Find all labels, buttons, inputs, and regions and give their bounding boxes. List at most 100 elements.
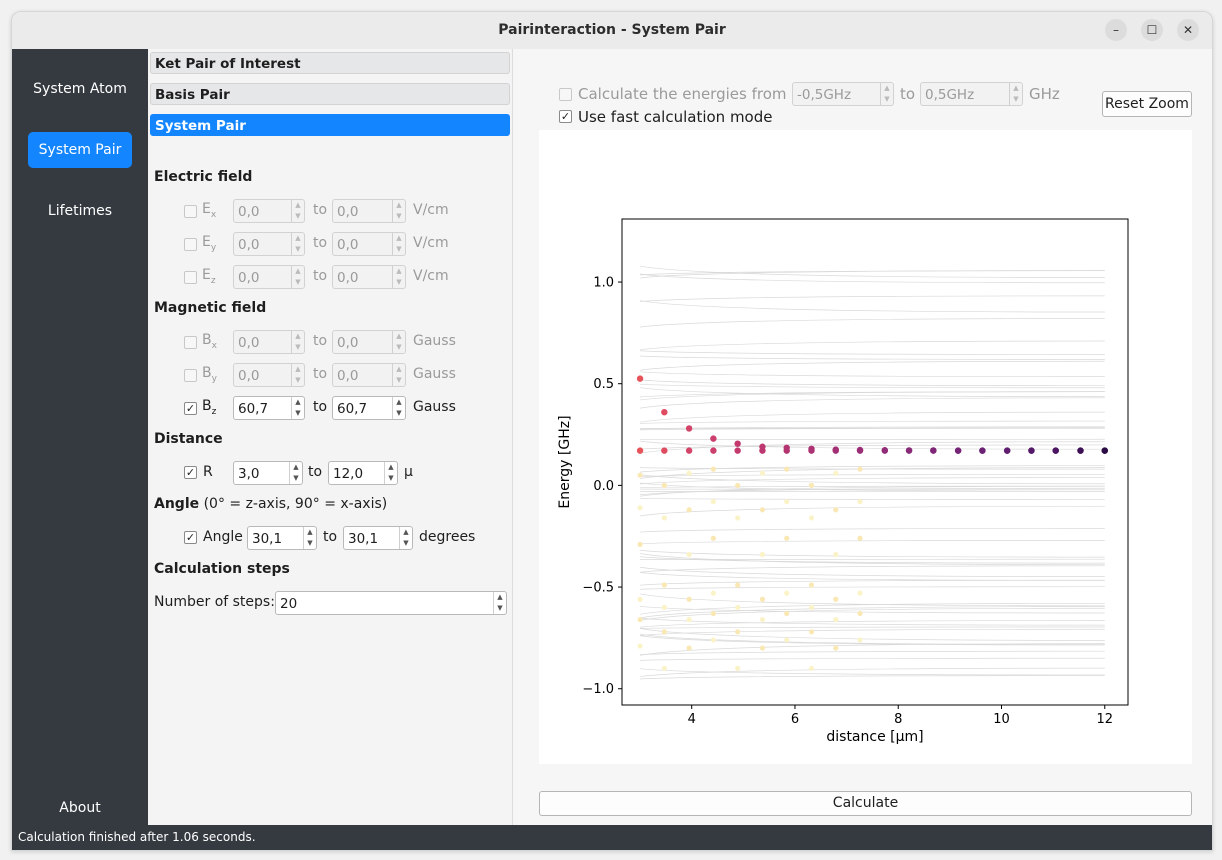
unit-label: V/cm bbox=[413, 268, 449, 284]
faint-point bbox=[710, 610, 716, 617]
title-bar: Pairinteraction - System Pair – ☐ ✕ bbox=[12, 12, 1212, 50]
faint-point bbox=[833, 596, 839, 602]
faint-point bbox=[661, 665, 667, 671]
bz-from-spinbox[interactable]: 60,7 ▲ ▼ bbox=[233, 396, 305, 420]
steps-spinbox[interactable]: 20 ▲ ▼ bbox=[275, 591, 507, 615]
data-point bbox=[734, 440, 741, 447]
energies-to-spinbox[interactable]: 0,5GHz ▲ ▼ bbox=[920, 82, 1023, 106]
faint-point bbox=[857, 499, 863, 505]
ey-checkbox[interactable] bbox=[184, 238, 197, 251]
plot-panel: Calculate the energies from -0,5GHz ▲ ▼ to… bbox=[513, 49, 1212, 825]
x-tick-label: 4 bbox=[688, 712, 696, 727]
to-label: to bbox=[313, 268, 328, 284]
faint-point bbox=[686, 507, 692, 513]
by-to-spinbox[interactable]: 0,0 ▲ ▼ bbox=[332, 363, 406, 387]
ex-from-spinbox[interactable]: 0,0 ▲ ▼ bbox=[233, 199, 305, 223]
sidebar-item-about[interactable]: About bbox=[59, 800, 101, 816]
distance-to-spinbox[interactable]: 12,0 ▲ ▼ bbox=[328, 461, 398, 485]
background-line bbox=[640, 540, 1105, 545]
distance-checkbox[interactable]: ✓ bbox=[184, 466, 197, 479]
bz-label: Bz bbox=[202, 398, 217, 417]
faint-point bbox=[833, 507, 839, 513]
x-tick-label: 10 bbox=[993, 712, 1010, 727]
faint-point bbox=[759, 551, 766, 558]
ez-to-spinbox[interactable]: 0,0 ▲ ▼ bbox=[332, 265, 406, 289]
electric-field-heading: Electric field bbox=[154, 169, 253, 185]
by-checkbox[interactable] bbox=[184, 369, 197, 382]
plot-canvas[interactable]: 4 6 8 10 12 −1.0 −0.5 0.0 0.5 1.0 distance [μm] Ene… bbox=[539, 130, 1192, 764]
app-window: Pairinteraction - System Pair – ☐ ✕ Syst… bbox=[11, 11, 1213, 851]
section-system-pair[interactable]: System Pair bbox=[150, 114, 510, 136]
angle-checkbox[interactable]: ✓ bbox=[184, 531, 197, 544]
ey-to-spinbox[interactable]: 0,0 ▲ ▼ bbox=[332, 232, 406, 256]
background-line bbox=[640, 355, 1105, 360]
faint-point bbox=[808, 665, 815, 671]
section-ket-pair[interactable]: Ket Pair of Interest bbox=[150, 52, 510, 74]
faint-point bbox=[735, 515, 741, 521]
background-line bbox=[640, 553, 1105, 566]
by-from-spinbox[interactable]: 0,0 ▲ ▼ bbox=[233, 363, 305, 387]
data-point bbox=[979, 447, 986, 454]
close-icon[interactable]: ✕ bbox=[1177, 19, 1199, 41]
ez-from-spinbox[interactable]: 0,0 ▲ ▼ bbox=[233, 265, 305, 289]
to-label: to bbox=[308, 464, 323, 480]
unit-label: Gauss bbox=[413, 366, 456, 382]
angle-from-spinbox[interactable]: 30,1 ▲ ▼ bbox=[247, 526, 317, 550]
background-line bbox=[640, 643, 1105, 656]
angle-to-spinbox[interactable]: 30,1 ▲ ▼ bbox=[343, 526, 413, 550]
bx-checkbox[interactable] bbox=[184, 336, 197, 349]
background-line bbox=[640, 497, 1105, 500]
faint-point bbox=[784, 610, 790, 617]
faint-point bbox=[637, 643, 643, 649]
flat-point bbox=[661, 447, 668, 454]
faint-point bbox=[808, 582, 815, 588]
faint-point bbox=[661, 482, 667, 488]
distance-from-spinbox[interactable]: 3,0 ▲ ▼ bbox=[233, 461, 303, 485]
faint-point bbox=[637, 616, 643, 623]
data-point bbox=[685, 425, 693, 432]
maximize-icon[interactable]: ☐ bbox=[1141, 19, 1163, 41]
data-point bbox=[1028, 447, 1035, 454]
energies-range-checkbox[interactable] bbox=[559, 88, 572, 101]
background-line bbox=[640, 360, 1105, 371]
ey-label: Ey bbox=[202, 234, 217, 253]
ez-checkbox[interactable] bbox=[184, 271, 197, 284]
faint-point bbox=[784, 499, 790, 505]
faint-point bbox=[637, 505, 643, 511]
settings-panel: Ket Pair of Interest Basis Pair System P… bbox=[148, 49, 513, 825]
faint-point bbox=[710, 466, 716, 472]
background-line bbox=[640, 318, 1105, 328]
window-title: Pairinteraction - System Pair bbox=[498, 22, 726, 38]
background-line bbox=[640, 565, 1105, 573]
minimize-icon[interactable]: – bbox=[1105, 19, 1127, 41]
angle-heading: Angle (0° = z-axis, 90° = x-axis) bbox=[154, 496, 388, 512]
background-line bbox=[640, 270, 1105, 276]
section-basis-pair[interactable]: Basis Pair bbox=[150, 83, 510, 105]
sidebar-item-system-pair[interactable]: System Pair bbox=[28, 132, 132, 168]
faint-point bbox=[710, 499, 716, 505]
background-line bbox=[640, 300, 1105, 313]
sidebar-item-lifetimes[interactable]: Lifetimes bbox=[47, 203, 113, 219]
ey-from-spinbox[interactable]: 0,0 ▲ ▼ bbox=[233, 232, 305, 256]
calculate-button[interactable]: Calculate bbox=[539, 791, 1192, 816]
x-tick-label: 12 bbox=[1096, 712, 1113, 727]
background-line bbox=[640, 606, 1105, 619]
sidebar-item-system-atom[interactable]: System Atom bbox=[33, 81, 127, 97]
faint-point bbox=[686, 470, 692, 476]
bx-from-spinbox[interactable]: 0,0 ▲ ▼ bbox=[233, 330, 305, 354]
background-line bbox=[640, 549, 1105, 558]
background-line bbox=[640, 617, 1105, 626]
bz-to-spinbox[interactable]: 60,7 ▲ ▼ bbox=[332, 396, 406, 420]
to-label: to bbox=[313, 235, 328, 251]
bz-checkbox[interactable]: ✓ bbox=[184, 402, 197, 415]
unit-label: V/cm bbox=[413, 235, 449, 251]
flat-point bbox=[636, 447, 644, 454]
background-line bbox=[640, 391, 1105, 398]
energies-from-spinbox[interactable]: -0,5GHz ▲ ▼ bbox=[792, 82, 894, 106]
faint-point bbox=[661, 515, 667, 521]
bx-to-spinbox[interactable]: 0,0 ▲ ▼ bbox=[332, 330, 406, 354]
reset-zoom-button[interactable]: Reset Zoom bbox=[1102, 91, 1192, 117]
fast-mode-checkbox[interactable]: ✓ bbox=[559, 110, 572, 123]
ex-checkbox[interactable] bbox=[184, 205, 197, 218]
ex-to-spinbox[interactable]: 0,0 ▲ ▼ bbox=[332, 199, 406, 223]
